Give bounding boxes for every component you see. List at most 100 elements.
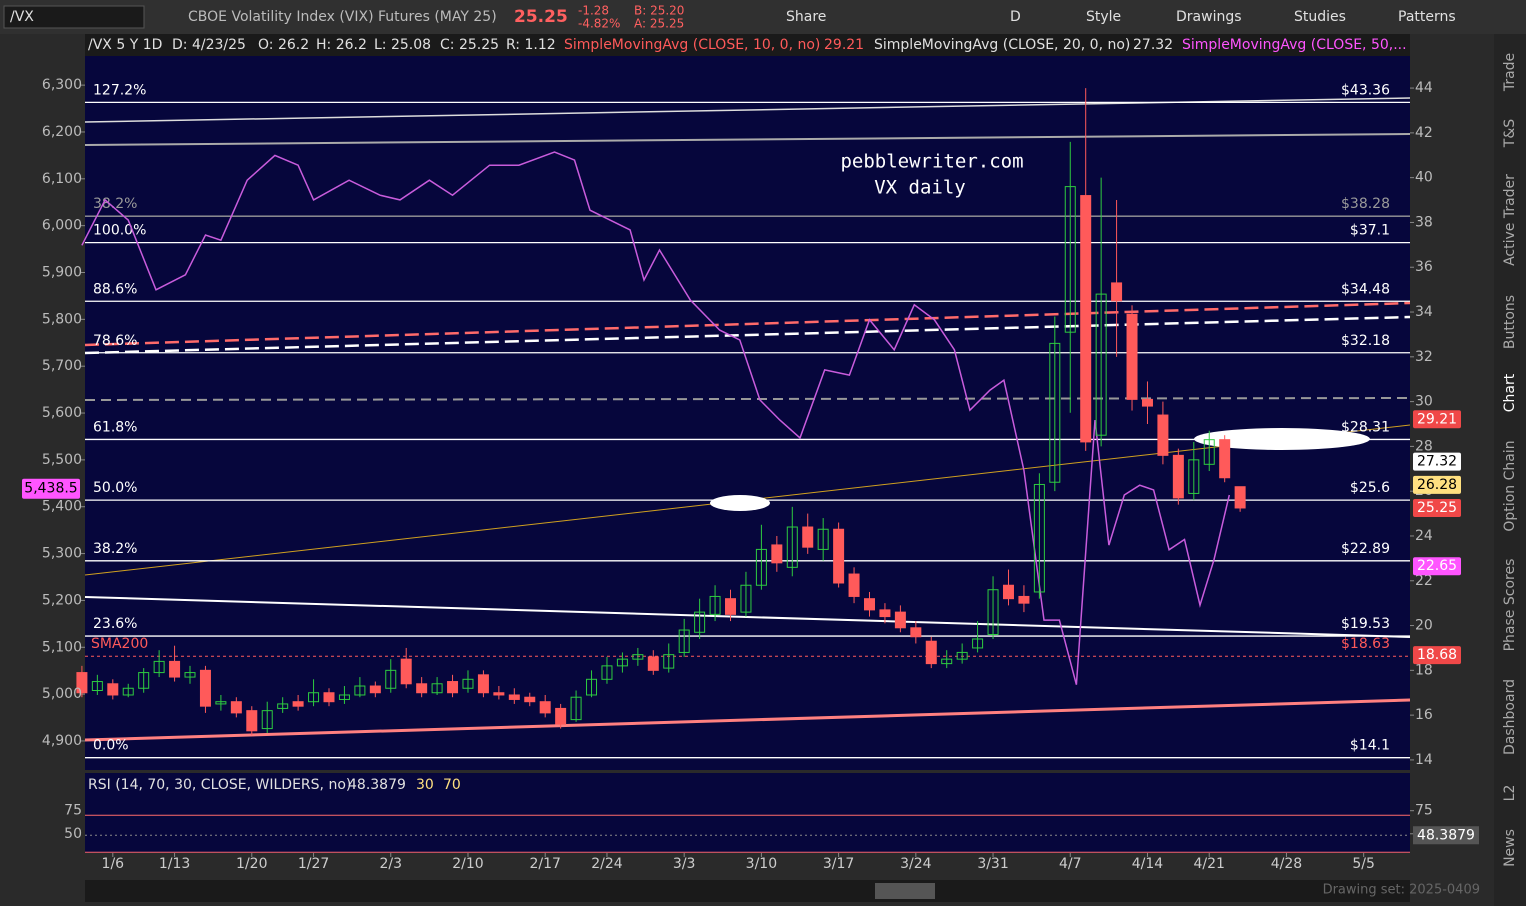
info-date: D: 4/23/25 [172,37,246,53]
sidebar-tab[interactable]: Trade [1502,53,1518,92]
sidebar-tab[interactable]: Option Chain [1502,440,1518,531]
candle-body [925,640,937,665]
candle-body [956,651,968,660]
candle-body [1203,439,1215,465]
y2-tick-label: 6,300 [42,77,82,93]
x-tick-label: 2/3 [380,856,403,872]
trend-line [84,133,1411,146]
fib-price: $37.1 [1350,223,1390,239]
scrollbar[interactable] [85,880,1410,902]
x-tick-label: 3/24 [900,856,932,872]
sidebar-tab[interactable]: Buttons [1502,295,1518,349]
symbol[interactable]: /VX [10,9,34,25]
fib-price: $14.1 [1350,738,1390,754]
fib-pct: 100.0% [93,223,146,239]
change-pct: -4.82% [578,17,620,31]
price-badge-label: 29.21 [1417,411,1457,427]
study-name: SimpleMovingAvg (CLOSE, 10, 0, no) [564,37,820,53]
candle-body [725,598,737,615]
y2-tick-label: 6,100 [42,171,82,187]
y2-tick-label: 4,900 [42,733,82,749]
candle-body [1234,486,1246,509]
rsi-level: 70 [443,777,461,793]
candle-body [1172,454,1184,499]
fib-price: $34.48 [1341,281,1390,297]
candle-body [1018,595,1030,604]
candle-body [632,654,644,660]
sidebar-tab[interactable]: T&S [1502,119,1518,148]
y2-tick-label: 5,000 [42,686,82,702]
candle-body [277,703,289,709]
fib-pct: 38.2% [93,541,137,557]
sidebar-tab[interactable]: Active Trader [1502,174,1518,266]
symbol-box[interactable] [3,5,145,29]
candle-body [431,683,443,694]
rsi-area [85,773,1410,853]
spx-line [81,151,1231,685]
sidebar-tab[interactable]: L2 [1502,785,1518,802]
y-tick-label: 44 [1415,80,1433,96]
trend-line [84,596,1411,638]
y-tick-label: 24 [1415,528,1433,544]
drawing-set: Drawing set: 2025-0409 [1323,883,1480,898]
y2-tick-label: 5,100 [42,639,82,655]
candle-body [972,638,984,649]
candle-body [894,611,906,629]
sidebar-tab[interactable]: News [1502,829,1518,867]
candle-body [1064,186,1076,333]
y-tick-label: 32 [1415,349,1433,365]
candle-body [493,692,505,696]
x-tick-label: 3/31 [977,856,1008,872]
info-bar [85,34,1410,56]
candle-body [1157,414,1169,456]
sidebar-tab[interactable]: Phase Scores [1502,559,1518,652]
candle-body [941,658,953,665]
studies-button[interactable]: Studies [1294,9,1346,25]
candle-body [601,665,613,680]
info-high: H: 26.2 [316,37,367,53]
candle-body [261,710,273,730]
candle-body [663,654,675,669]
candle-body [184,672,196,678]
sidebar-tab[interactable]: Chart [1502,373,1518,412]
candle-body [709,595,721,615]
plot: 127.2% $43.36 38.2% $38.28 100.0% $37.1 88.6% $… [76,82,1414,761]
style-button[interactable]: Style [1086,9,1121,25]
trend-line [84,698,1411,742]
fib-pct: 23.6% [93,616,137,632]
y2-tick-label: 5,300 [42,546,82,562]
sidebar-tab[interactable]: Dashboard [1502,679,1518,755]
last-price: 25.25 [514,7,568,27]
candle-body [107,683,119,696]
y2-tick-label: 5,900 [42,265,82,281]
sma200-price: $18.63 [1341,636,1390,652]
candle-body [1219,439,1231,479]
study-value: 29.21 [824,37,864,53]
rsi-value: 48.3879 [348,777,406,793]
x-tick-label: 2/17 [529,856,560,872]
study-name: SimpleMovingAvg (CLOSE, 50,... [1182,37,1407,53]
price-badge-label: 22.65 [1417,558,1457,574]
candle-body [230,701,242,714]
y2-tick-label: 6,200 [42,124,82,140]
price-badge-label: 25.25 [1417,500,1457,516]
candle-body [122,687,134,696]
y-tick-label: 40 [1415,170,1433,186]
candle-body [354,685,366,696]
x-tick-label: 3/17 [823,856,854,872]
fib-price: $22.89 [1341,541,1390,557]
trend-line [84,301,1411,347]
scroll-thumb[interactable] [875,883,935,899]
candle-body [817,528,829,550]
drawings-button[interactable]: Drawings [1176,9,1242,25]
period-button[interactable]: D [1010,9,1021,25]
patterns-button[interactable]: Patterns [1398,9,1456,25]
share-button[interactable]: Share [786,9,826,25]
trend-line [84,397,1411,401]
rsi-tick-label: 75 [1415,803,1433,819]
candle-body [400,658,412,685]
trend-line [84,315,1411,355]
price-badge-label: 26.28 [1417,477,1457,493]
price-badge-label: 18.68 [1417,647,1457,663]
